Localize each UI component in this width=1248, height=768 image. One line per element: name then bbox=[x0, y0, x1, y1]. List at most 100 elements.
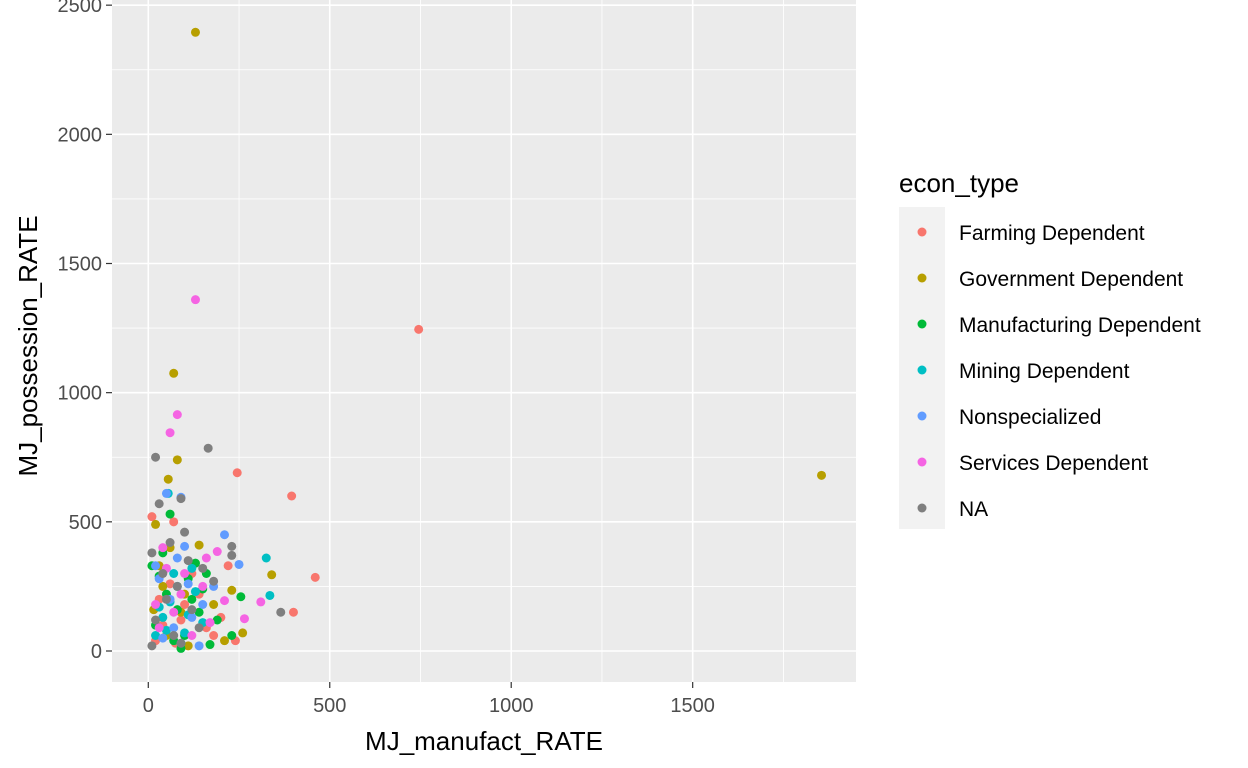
data-point bbox=[147, 512, 157, 522]
plot-panel bbox=[112, 0, 856, 682]
data-point bbox=[158, 612, 168, 622]
data-point bbox=[194, 540, 204, 550]
data-point bbox=[151, 631, 161, 640]
legend-label: Nonspecialized bbox=[959, 406, 1101, 429]
data-point bbox=[187, 612, 197, 622]
data-point bbox=[165, 538, 175, 547]
data-point bbox=[169, 569, 179, 578]
data-point bbox=[190, 27, 200, 37]
data-point bbox=[169, 607, 179, 617]
legend: econ_type Farming Dependent Government De… bbox=[899, 168, 1201, 529]
data-point bbox=[183, 556, 193, 566]
data-point bbox=[169, 631, 179, 640]
y-tick-label: 500 bbox=[69, 512, 102, 534]
data-point bbox=[165, 428, 175, 438]
data-point bbox=[161, 488, 171, 498]
data-point bbox=[227, 631, 237, 640]
data-point bbox=[161, 625, 171, 635]
data-point bbox=[172, 455, 182, 465]
legend-label: Services Dependent bbox=[959, 452, 1148, 475]
data-point bbox=[161, 594, 171, 604]
data-point bbox=[198, 563, 208, 573]
data-point bbox=[205, 640, 215, 650]
data-point bbox=[223, 561, 233, 571]
data-point bbox=[172, 553, 182, 563]
data-point bbox=[165, 579, 175, 589]
data-point bbox=[169, 517, 179, 527]
data-point bbox=[165, 509, 175, 519]
data-point bbox=[817, 470, 827, 480]
data-point bbox=[256, 597, 266, 607]
data-point bbox=[158, 633, 168, 643]
data-point bbox=[209, 631, 219, 640]
data-point bbox=[183, 641, 193, 651]
data-point bbox=[220, 530, 230, 540]
y-tick-label: 0 bbox=[91, 641, 102, 663]
data-point bbox=[154, 623, 164, 633]
data-point bbox=[163, 474, 173, 484]
data-point bbox=[198, 581, 208, 591]
data-point bbox=[151, 561, 161, 571]
x-tick-label: 0 bbox=[143, 695, 154, 717]
data-point bbox=[158, 543, 168, 553]
data-point bbox=[194, 623, 204, 633]
data-point bbox=[151, 519, 161, 529]
series-group bbox=[151, 295, 266, 640]
data-point bbox=[176, 638, 186, 648]
y-tick-label: 2000 bbox=[58, 124, 103, 146]
data-point bbox=[236, 592, 246, 602]
data-point bbox=[176, 615, 186, 625]
data-point bbox=[234, 559, 244, 569]
data-point bbox=[151, 452, 161, 462]
data-point bbox=[169, 368, 179, 378]
y-tick-label: 1000 bbox=[58, 383, 103, 405]
data-point bbox=[187, 594, 197, 604]
data-point bbox=[169, 623, 179, 633]
data-point bbox=[232, 468, 242, 478]
data-point bbox=[209, 576, 219, 586]
data-point bbox=[310, 572, 320, 582]
legend-key bbox=[917, 503, 927, 513]
data-point bbox=[203, 443, 213, 453]
legend-key bbox=[917, 411, 927, 421]
data-point bbox=[180, 569, 190, 578]
legend-key bbox=[917, 365, 927, 375]
y-tick-label: 1500 bbox=[58, 254, 103, 276]
data-point bbox=[176, 589, 186, 599]
data-point bbox=[288, 607, 298, 617]
data-point bbox=[158, 569, 168, 578]
data-point bbox=[201, 553, 211, 563]
data-point bbox=[187, 563, 197, 573]
data-point bbox=[194, 641, 204, 651]
data-point bbox=[414, 324, 424, 334]
data-point bbox=[158, 581, 168, 591]
data-point bbox=[180, 628, 190, 638]
y-tick-label: 2500 bbox=[58, 0, 103, 17]
legend-items: Farming Dependent Government Dependent Man… bbox=[917, 222, 1201, 521]
data-point bbox=[180, 527, 190, 537]
legend-label: Government Dependent bbox=[959, 268, 1183, 291]
y-axis-title: MJ_possession_RATE bbox=[13, 215, 43, 476]
data-point bbox=[265, 590, 275, 600]
legend-label: Farming Dependent bbox=[959, 222, 1145, 245]
x-tick-label: 1500 bbox=[670, 695, 715, 717]
legend-key bbox=[917, 319, 927, 329]
legend-label: Manufacturing Dependent bbox=[959, 314, 1201, 337]
data-point bbox=[227, 541, 237, 551]
data-point bbox=[190, 295, 200, 305]
data-point bbox=[194, 607, 204, 617]
data-point bbox=[172, 410, 182, 420]
legend-label: Mining Dependent bbox=[959, 360, 1130, 383]
data-point bbox=[180, 600, 190, 609]
data-point bbox=[267, 570, 277, 580]
data-point bbox=[220, 636, 230, 646]
data-point bbox=[147, 548, 157, 558]
data-point bbox=[227, 585, 237, 595]
data-point bbox=[183, 579, 193, 589]
data-point bbox=[212, 547, 222, 557]
data-point bbox=[154, 499, 164, 509]
data-point bbox=[287, 491, 297, 501]
x-tick-label: 500 bbox=[313, 695, 346, 717]
legend-title: econ_type bbox=[899, 168, 1019, 198]
